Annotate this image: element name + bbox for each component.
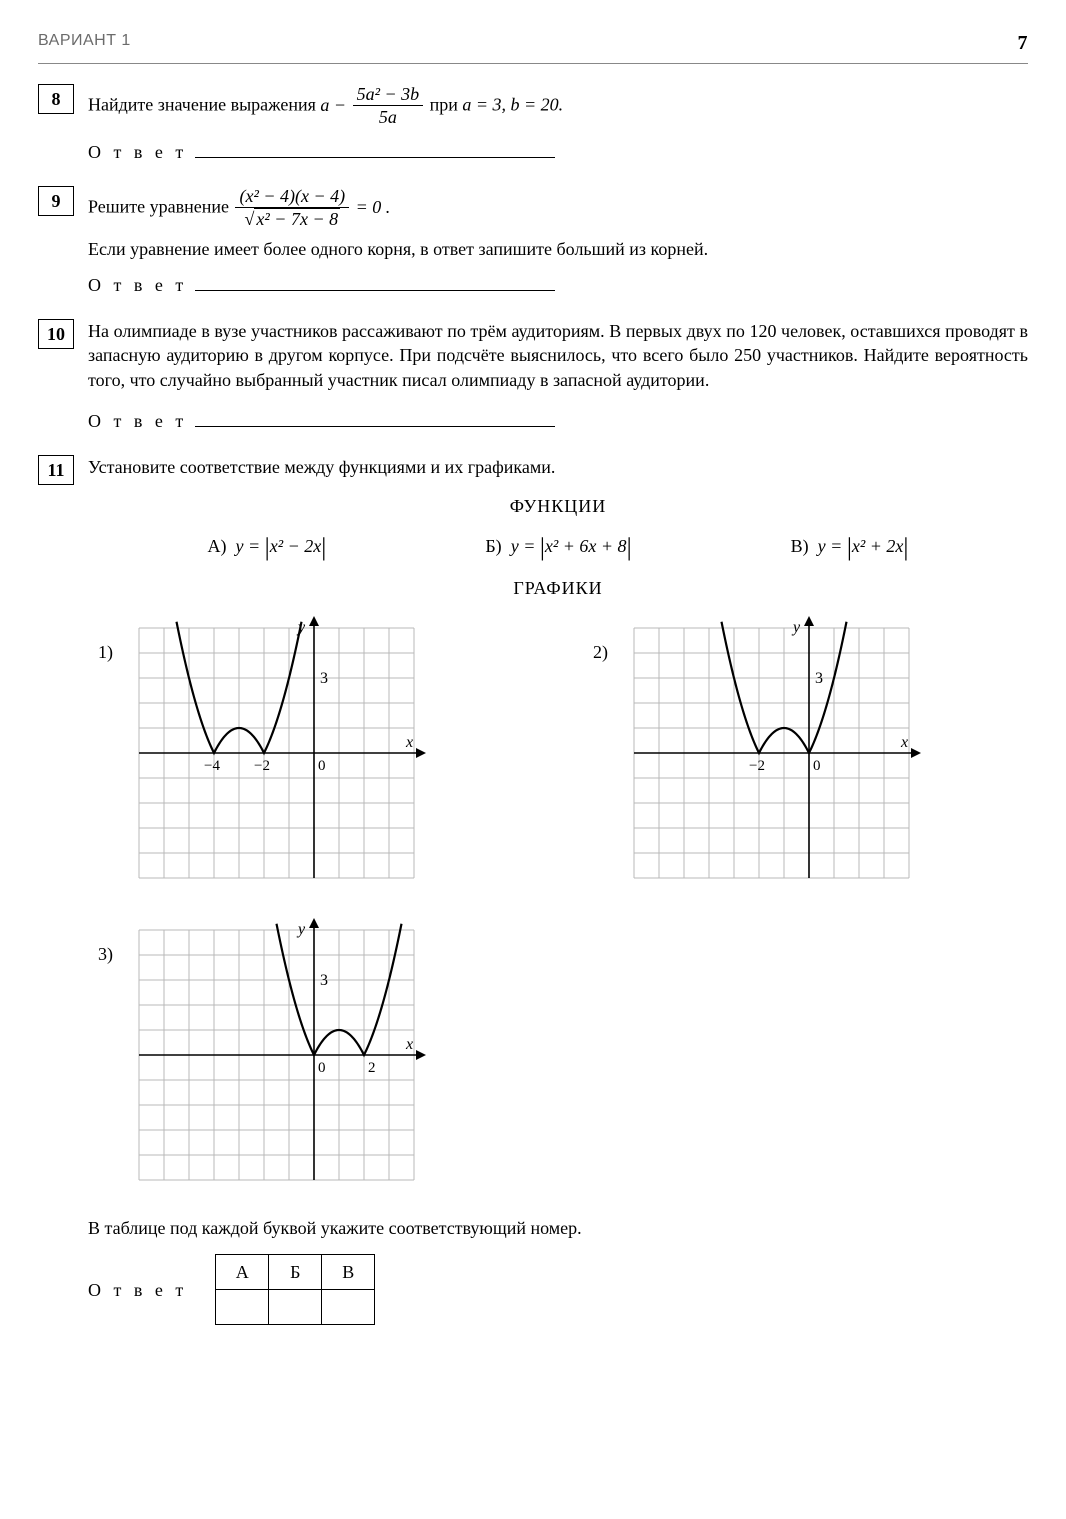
svg-text:0: 0 bbox=[813, 758, 821, 774]
svg-text:0: 0 bbox=[318, 758, 326, 774]
problem-body: На олимпиаде в вузе участников рассажива… bbox=[88, 319, 1028, 441]
problem-11: 11 Установите соответствие между функция… bbox=[38, 455, 1028, 1325]
answer-blank[interactable] bbox=[195, 139, 555, 158]
answer-line: О т в е т bbox=[88, 139, 1028, 164]
answer-label: О т в е т bbox=[88, 409, 187, 433]
answer-blank[interactable] bbox=[195, 408, 555, 427]
answer-label: О т в е т bbox=[88, 1278, 187, 1302]
answer-table-header: В bbox=[322, 1255, 375, 1290]
function-B: Б) y = |x² + 6x + 8| bbox=[485, 528, 631, 562]
svg-text:3: 3 bbox=[320, 972, 328, 989]
function-C: В) y = |x² + 2x| bbox=[791, 528, 909, 562]
svg-text:3: 3 bbox=[815, 670, 823, 687]
graph-3-container: 3) x y 3 0 2 bbox=[98, 912, 513, 1198]
answer-label: О т в е т bbox=[88, 140, 187, 164]
table-instruction: В таблице под каждой буквой укажите соот… bbox=[88, 1216, 1028, 1240]
expression: a − 5a² − 3b 5a bbox=[320, 95, 429, 115]
svg-text:2: 2 bbox=[368, 1060, 376, 1076]
svg-text:y: y bbox=[296, 921, 306, 938]
problem-statement: Найдите значение выражения a − 5a² − 3b … bbox=[88, 84, 1028, 129]
problem-body: Найдите значение выражения a − 5a² − 3b … bbox=[88, 84, 1028, 172]
problem-number: 10 bbox=[38, 319, 74, 349]
problem-note: Если уравнение имеет более одного корня,… bbox=[88, 237, 1028, 261]
svg-text:−2: −2 bbox=[254, 758, 270, 774]
graph-label: 2) bbox=[593, 640, 608, 664]
answer-table-header: Б bbox=[269, 1255, 322, 1290]
problem-body: Установите соответствие между функциями … bbox=[88, 455, 1028, 1325]
answer-table-header: А bbox=[216, 1255, 269, 1290]
answer-table-cell[interactable] bbox=[322, 1290, 375, 1325]
problem-number: 11 bbox=[38, 455, 74, 485]
answer-line: О т в е т bbox=[88, 272, 1028, 297]
page-header: ВАРИАНТ 1 7 bbox=[38, 30, 1028, 64]
problem-10: 10 На олимпиаде в вузе участников рассаж… bbox=[38, 319, 1028, 441]
graph-2: x y 3 −2 0 bbox=[616, 610, 927, 896]
graphs-grid: 1) x y 3 −4 −2 0 2) x y 3 −2 0 3) x y 3 0 2 bbox=[98, 610, 1008, 1198]
problem-9: 9 Решите уравнение (x² − 4)(x − 4) √x² −… bbox=[38, 186, 1028, 305]
answer-table: А Б В bbox=[215, 1254, 375, 1325]
answer-table-cell[interactable] bbox=[269, 1290, 322, 1325]
equation: (x² − 4)(x − 4) √x² − 7x − 8 = 0 . bbox=[233, 197, 390, 217]
problem-body: Решите уравнение (x² − 4)(x − 4) √x² − 7… bbox=[88, 186, 1028, 305]
graph-label: 1) bbox=[98, 640, 113, 664]
functions-row: А) y = |x² − 2x| Б) y = |x² + 6x + 8| В)… bbox=[128, 528, 988, 562]
problem-8: 8 Найдите значение выражения a − 5a² − 3… bbox=[38, 84, 1028, 172]
graph-1-container: 1) xy3−4−20 bbox=[98, 610, 513, 896]
answer-line: О т в е т bbox=[88, 408, 1028, 433]
graph-2-container: 2) x y 3 −2 0 bbox=[593, 610, 1008, 896]
graph-1: xy3−4−20 bbox=[121, 610, 432, 896]
graphs-title: ГРАФИКИ bbox=[88, 576, 1028, 600]
answer-table-cell[interactable] bbox=[216, 1290, 269, 1325]
functions-title: ФУНКЦИИ bbox=[88, 494, 1028, 518]
graph-3: x y 3 0 2 bbox=[121, 912, 432, 1198]
problem-number: 9 bbox=[38, 186, 74, 216]
problem-statement: Решите уравнение (x² − 4)(x − 4) √x² − 7… bbox=[88, 186, 1028, 231]
svg-text:3: 3 bbox=[320, 670, 328, 687]
problem-statement: На олимпиаде в вузе участников рассажива… bbox=[88, 319, 1028, 392]
function-A: А) y = |x² − 2x| bbox=[208, 528, 327, 562]
answer-label: О т в е т bbox=[88, 273, 187, 297]
answer-blank[interactable] bbox=[195, 272, 555, 291]
problem-statement: Установите соответствие между функциями … bbox=[88, 455, 1028, 479]
svg-text:−2: −2 bbox=[749, 758, 765, 774]
svg-text:−4: −4 bbox=[204, 758, 220, 774]
svg-text:x: x bbox=[900, 734, 908, 751]
svg-text:x: x bbox=[405, 1036, 413, 1053]
svg-text:0: 0 bbox=[318, 1060, 326, 1076]
answer-table-row: О т в е т А Б В bbox=[88, 1254, 1028, 1325]
svg-text:y: y bbox=[791, 619, 801, 636]
page-number: 7 bbox=[1018, 30, 1029, 57]
svg-text:x: x bbox=[405, 734, 413, 751]
variant-label: ВАРИАНТ 1 bbox=[38, 30, 131, 57]
graph-label: 3) bbox=[98, 942, 113, 966]
problem-number: 8 bbox=[38, 84, 74, 114]
